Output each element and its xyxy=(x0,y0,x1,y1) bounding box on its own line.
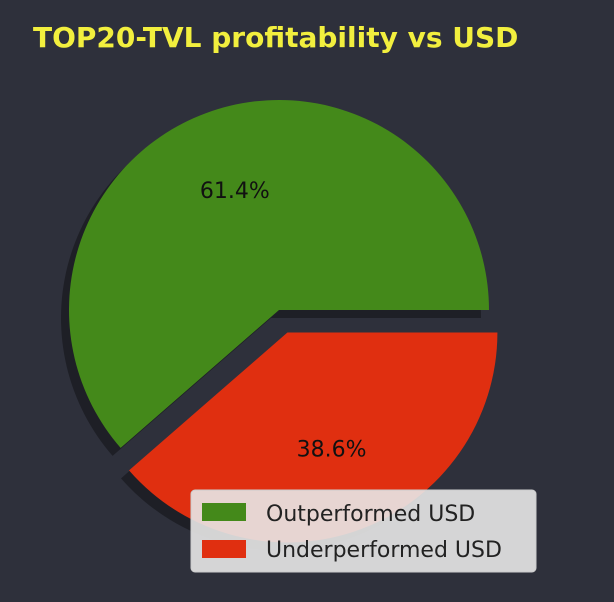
slice-labels: 61.4% 38.6% xyxy=(200,179,367,462)
legend: Outperformed USD Underperformed USD xyxy=(190,489,537,573)
chart-title: TOP20-TVL profitability vs USD xyxy=(33,21,518,54)
legend-box xyxy=(190,489,537,573)
slice-label-underperformed: 38.6% xyxy=(297,437,367,462)
legend-label-outperformed: Outperformed USD xyxy=(266,502,475,527)
legend-swatch-underperformed xyxy=(202,540,246,558)
slice-label-outperformed: 61.4% xyxy=(200,179,270,204)
legend-swatch-outperformed xyxy=(202,503,246,521)
pie-slice-outperformed xyxy=(69,100,490,448)
legend-label-underperformed: Underperformed USD xyxy=(266,538,502,563)
